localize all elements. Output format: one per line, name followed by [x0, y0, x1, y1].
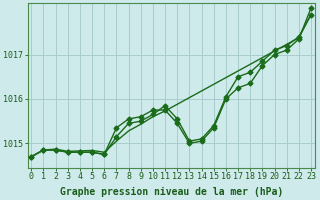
X-axis label: Graphe pression niveau de la mer (hPa): Graphe pression niveau de la mer (hPa) [60, 186, 283, 197]
